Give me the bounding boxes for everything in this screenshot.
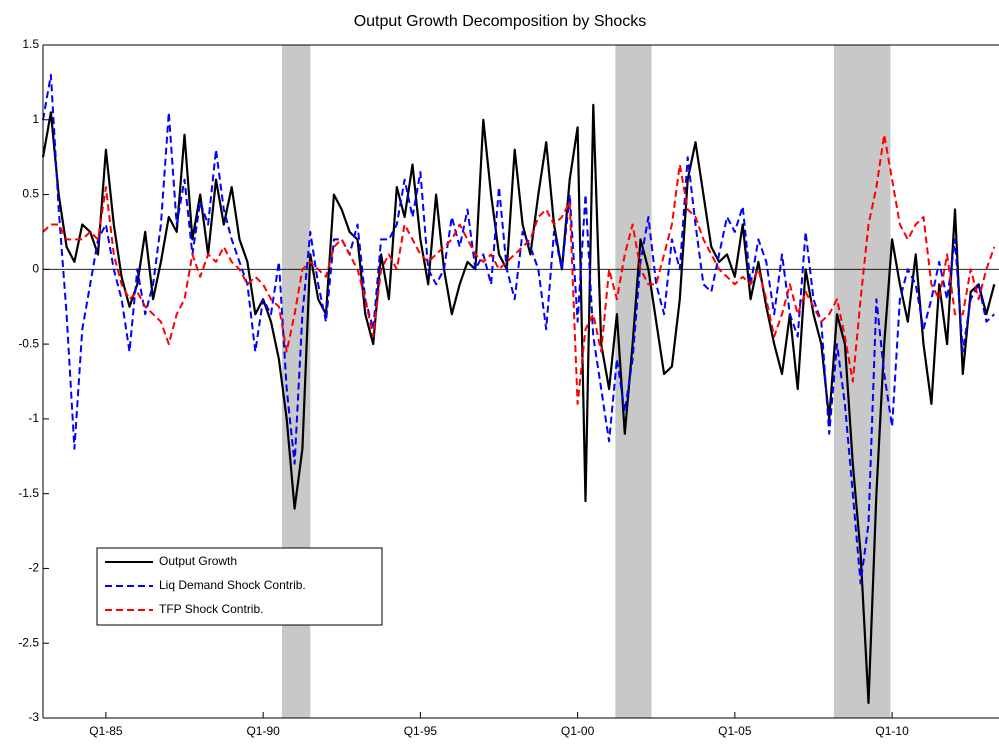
shaded-period — [833, 45, 891, 718]
y-tick-label: 0 — [32, 262, 39, 276]
x-tick-label: Q1-00 — [561, 724, 595, 738]
y-tick-label: 1.5 — [22, 37, 39, 51]
y-tick-label: -1.5 — [18, 486, 39, 500]
y-tick-label: -3 — [28, 710, 39, 724]
legend-label: Liq Demand Shock Contrib. — [159, 578, 306, 592]
y-tick-label: 0.5 — [22, 187, 39, 201]
x-tick-label: Q1-85 — [89, 724, 123, 738]
x-tick-label: Q1-95 — [404, 724, 438, 738]
y-tick-label: -0.5 — [18, 336, 39, 350]
x-tick-label: Q1-10 — [875, 724, 909, 738]
series-line — [42, 73, 995, 585]
legend-label: Output Growth — [159, 554, 237, 568]
x-tick-label: Q1-90 — [246, 724, 280, 738]
x-tick-label: Q1-05 — [718, 724, 752, 738]
y-tick-label: -1 — [28, 411, 39, 425]
y-tick-label: 1 — [32, 112, 39, 126]
chart-title: Output Growth Decomposition by Shocks — [354, 13, 647, 30]
legend-label: TFP Shock Contrib. — [159, 602, 263, 616]
series-line — [42, 133, 996, 405]
y-tick-label: -2.5 — [18, 635, 39, 649]
y-tick-label: -2 — [28, 561, 39, 575]
